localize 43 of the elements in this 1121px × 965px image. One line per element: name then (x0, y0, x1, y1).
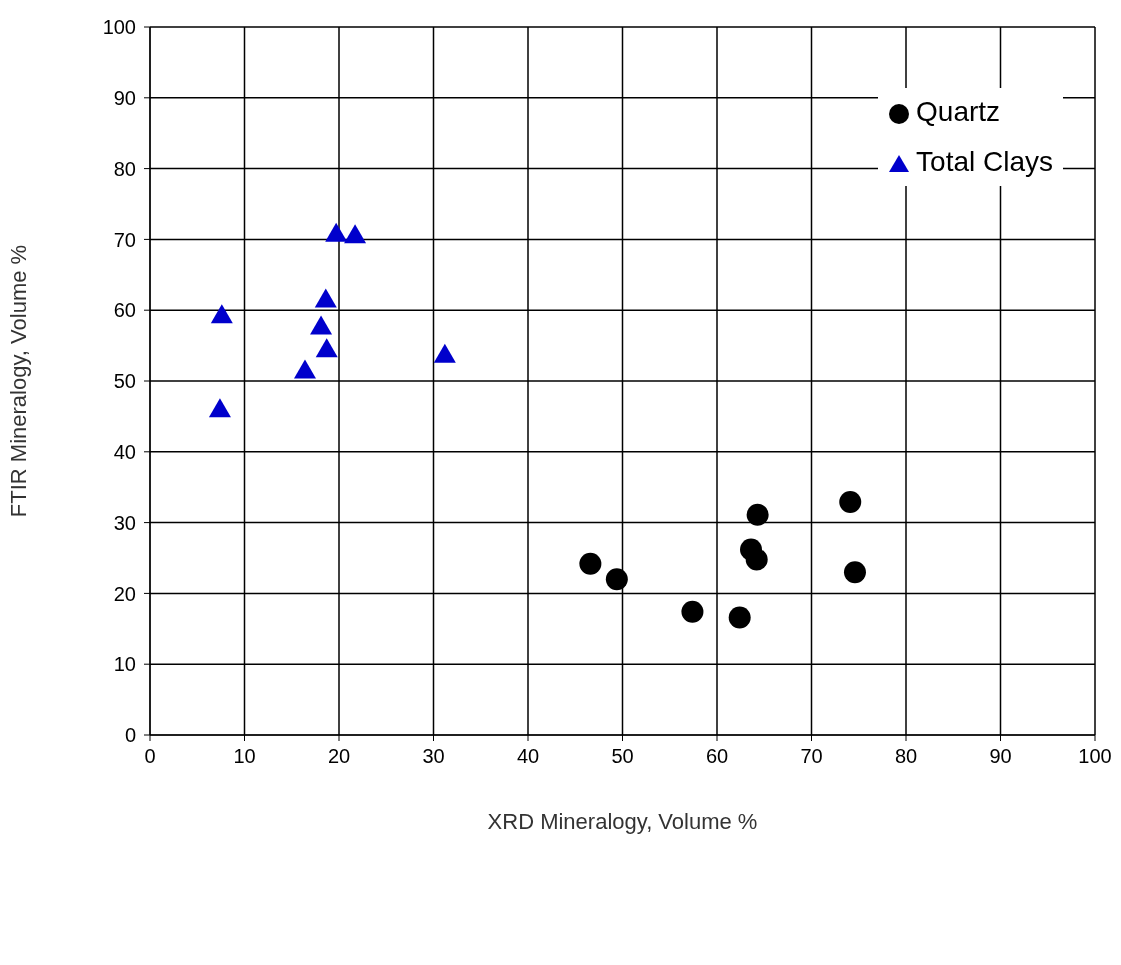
point (433, 343, 456, 363)
point (745, 548, 768, 571)
x-tick-label: 10 (233, 745, 256, 768)
x-tick-label: 100 (1078, 745, 1112, 768)
x-tick-label: 90 (989, 745, 1012, 768)
point (315, 338, 338, 358)
y-tick-label: 80 (113, 157, 136, 180)
point (579, 552, 602, 575)
x-axis-title: XRD Mineralogy, Volume % (487, 809, 758, 834)
point (843, 561, 866, 584)
x-tick-label: 20 (327, 745, 351, 768)
point (839, 491, 862, 514)
point (605, 568, 628, 591)
y-axis-title: FTIR Mineralogy, Volume % (5, 244, 31, 518)
y-tick-label: 70 (113, 228, 136, 251)
x-tick-label: 40 (516, 745, 540, 768)
point (344, 224, 367, 244)
x-tick-label: 50 (611, 745, 634, 768)
y-tick-label: 60 (113, 299, 136, 322)
point (728, 606, 751, 629)
point (210, 304, 233, 324)
x-tick-label: 60 (705, 745, 729, 768)
point (681, 600, 704, 623)
x-tick-label: 30 (422, 745, 445, 768)
y-tick-label: 0 (124, 724, 136, 747)
y-tick-label: 100 (102, 16, 136, 39)
point (746, 503, 769, 526)
point (325, 222, 348, 242)
y-tick-label: 40 (113, 440, 136, 463)
y-tick-label: 30 (113, 511, 136, 534)
y-tick-label: 10 (113, 653, 136, 676)
point (314, 288, 337, 308)
y-tick-label: 90 (113, 86, 136, 109)
x-tick-label: 80 (894, 745, 918, 768)
legend-label: Total Clays (915, 146, 1053, 178)
y-tick-label: 20 (113, 582, 136, 605)
y-tick-label: 50 (113, 370, 136, 393)
x-tick-label: 70 (800, 745, 823, 768)
point (293, 359, 316, 379)
legend-label: Quartz (915, 96, 1002, 128)
x-tick-label: 0 (144, 745, 156, 768)
point (310, 315, 333, 335)
point (208, 398, 231, 418)
